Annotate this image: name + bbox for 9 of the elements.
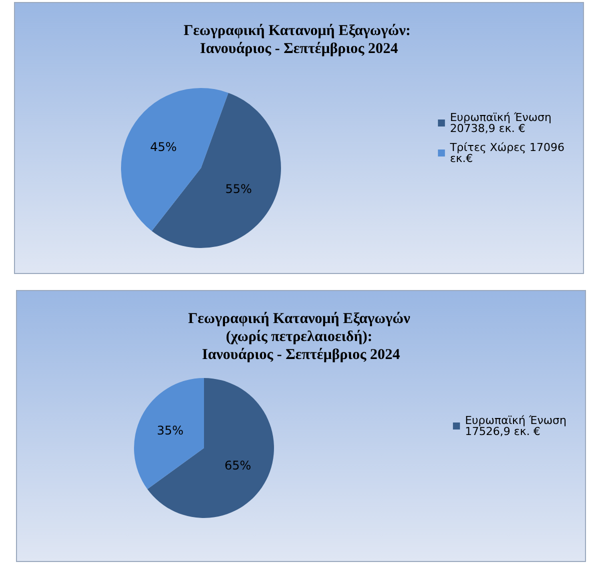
chart-title: Γεωγραφική Κατανομή Εξαγωγών: Ιανουάριος - Σεπτέμβριος 2024 xyxy=(184,23,414,57)
legend-label: Ευρωπαϊκή Ένωση 17526,9 εκ. € xyxy=(464,414,570,438)
data-label: 35% xyxy=(156,424,184,438)
data-label: 55% xyxy=(225,182,252,196)
data-label: 45% xyxy=(150,140,177,154)
data-label: 65% xyxy=(224,458,252,472)
legend-label: Τρίτες Χώρες 17096 εκ.€ xyxy=(448,141,568,165)
chart-title: Γεωγραφική Κατανομή Εξαγωγών (χωρίς πετρελαιοειδή): Ιανουάριος - Σεπτέμβριος 2024 xyxy=(188,311,414,363)
legend-label: Ευρωπαϊκή Ένωση 20738,9 εκ. € xyxy=(450,111,555,135)
